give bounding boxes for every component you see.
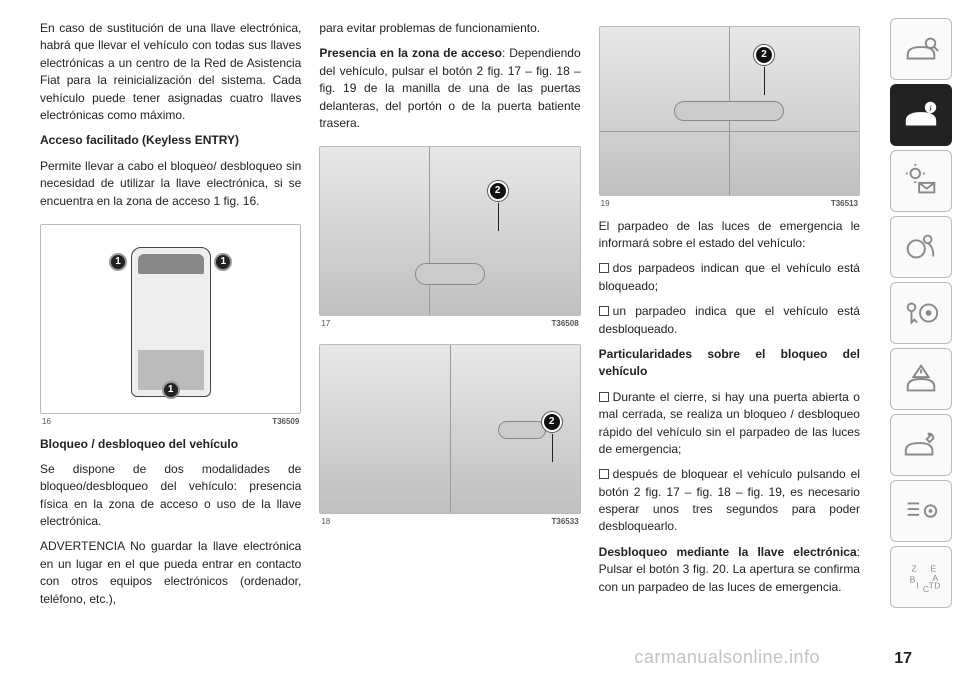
paragraph: En caso de sustitución de una llave elec… (40, 20, 301, 124)
list-gear-icon (902, 492, 940, 530)
figure-number: 18 (321, 516, 330, 528)
van-top-view-icon (131, 247, 211, 397)
door-handle-icon (674, 101, 784, 121)
sensor-marker: 1 (214, 253, 232, 271)
index-letters-icon: Z B I C T E A D (902, 558, 940, 596)
column-2: para evitar problemas de funcionamiento.… (319, 20, 580, 640)
door-handle-icon (498, 421, 546, 439)
list-text: un parpadeo indica que el vehículo está … (599, 304, 860, 335)
tab-vehicle-info[interactable]: i (890, 84, 952, 146)
figure-caption: 17 T36508 (319, 316, 580, 338)
heading-keyless-entry: Acceso facilitado (Keyless ENTRY) (40, 132, 301, 149)
figure-code: T36509 (272, 416, 299, 428)
airbag-icon (902, 228, 940, 266)
checkbox-icon (599, 392, 609, 402)
list-item: después de bloquear el vehículo pulsando… (599, 466, 860, 536)
checkbox-icon (599, 469, 609, 479)
heading-lock-particularities: Particularidades sobre el bloqueo del ve… (599, 346, 860, 381)
paragraph: para evitar problemas de funcionamiento. (319, 20, 580, 37)
heading-lock-unlock: Bloqueo / desbloqueo del vehículo (40, 436, 301, 453)
heading-electronic-unlock: Desbloqueo mediante la llave electrónica (599, 545, 857, 559)
figure-17: 2 (319, 146, 580, 316)
svg-text:I: I (916, 580, 918, 590)
paragraph: Presencia en la zona de acceso: Dependie… (319, 45, 580, 132)
list-text: dos parpadeos indican que el vehículo es… (599, 261, 860, 292)
sensor-marker: 1 (109, 253, 127, 271)
paragraph: Permite llevar a cabo el bloqueo/ desblo… (40, 158, 301, 210)
figure-code: T36508 (552, 318, 579, 330)
car-info-icon: i (902, 96, 940, 134)
figure-number: 17 (321, 318, 330, 330)
list-item: Durante el cierre, si hay una puerta abi… (599, 389, 860, 459)
paragraph: ADVERTENCIA No guardar la llave electrón… (40, 538, 301, 608)
figure-18: 2 (319, 344, 580, 514)
figure-caption: 16 T36509 (40, 414, 301, 436)
svg-text:D: D (934, 580, 940, 590)
list-text: después de bloquear el vehículo pulsando… (599, 467, 860, 533)
tab-airbag[interactable] (890, 216, 952, 278)
button-marker: 2 (542, 412, 562, 432)
panel-seam (429, 147, 430, 315)
page-number: 17 (894, 647, 912, 670)
paragraph: Se dispone de dos modalidades de bloqueo… (40, 461, 301, 531)
panel-seam (450, 345, 451, 513)
figure-number: 19 (601, 198, 610, 210)
tab-vehicle-search[interactable] (890, 18, 952, 80)
column-1: En caso de sustitución de una llave elec… (40, 20, 301, 640)
section-tabs: i Z B I C T E A D (890, 18, 952, 608)
figure-code: T36533 (552, 516, 579, 528)
figure-caption: 19 T36513 (599, 196, 860, 218)
page-content: En caso de sustitución de una llave elec… (40, 20, 860, 640)
tab-lights[interactable] (890, 150, 952, 212)
checkbox-icon (599, 306, 609, 316)
watermark: carmanualsonline.info (634, 644, 820, 670)
svg-text:Z: Z (912, 563, 917, 573)
figure-code: T36513 (831, 198, 858, 210)
car-warning-icon (902, 360, 940, 398)
tab-warning[interactable] (890, 348, 952, 410)
tab-key-steering[interactable] (890, 282, 952, 344)
car-search-icon (902, 30, 940, 68)
figure-16: 1 1 1 (40, 224, 301, 414)
car-wrench-icon (902, 426, 940, 464)
column-3: 2 19 T36513 El parpadeo de las luces de … (599, 20, 860, 640)
svg-text:B: B (910, 575, 916, 585)
figure-19: 2 (599, 26, 860, 196)
heading-presence-zone: Presencia en la zona de acceso (319, 46, 502, 60)
paragraph: El parpadeo de las luces de emergencia l… (599, 218, 860, 253)
light-mail-icon (902, 162, 940, 200)
figure-number: 16 (42, 416, 51, 428)
button-marker: 2 (488, 181, 508, 201)
svg-text:E: E (931, 563, 937, 573)
tab-service[interactable] (890, 414, 952, 476)
tab-index[interactable]: Z B I C T E A D (890, 546, 952, 608)
door-handle-icon (415, 263, 485, 285)
list-item: un parpadeo indica que el vehículo está … (599, 303, 860, 338)
button-marker: 2 (754, 45, 774, 65)
paragraph: Desbloqueo mediante la llave electrónica… (599, 544, 860, 596)
tab-settings[interactable] (890, 480, 952, 542)
list-text: Durante el cierre, si hay una puerta abi… (599, 390, 860, 456)
figure-caption: 18 T36533 (319, 514, 580, 536)
key-steering-icon (902, 294, 940, 332)
sensor-marker: 1 (162, 381, 180, 399)
checkbox-icon (599, 263, 609, 273)
list-item: dos parpadeos indican que el vehículo es… (599, 260, 860, 295)
